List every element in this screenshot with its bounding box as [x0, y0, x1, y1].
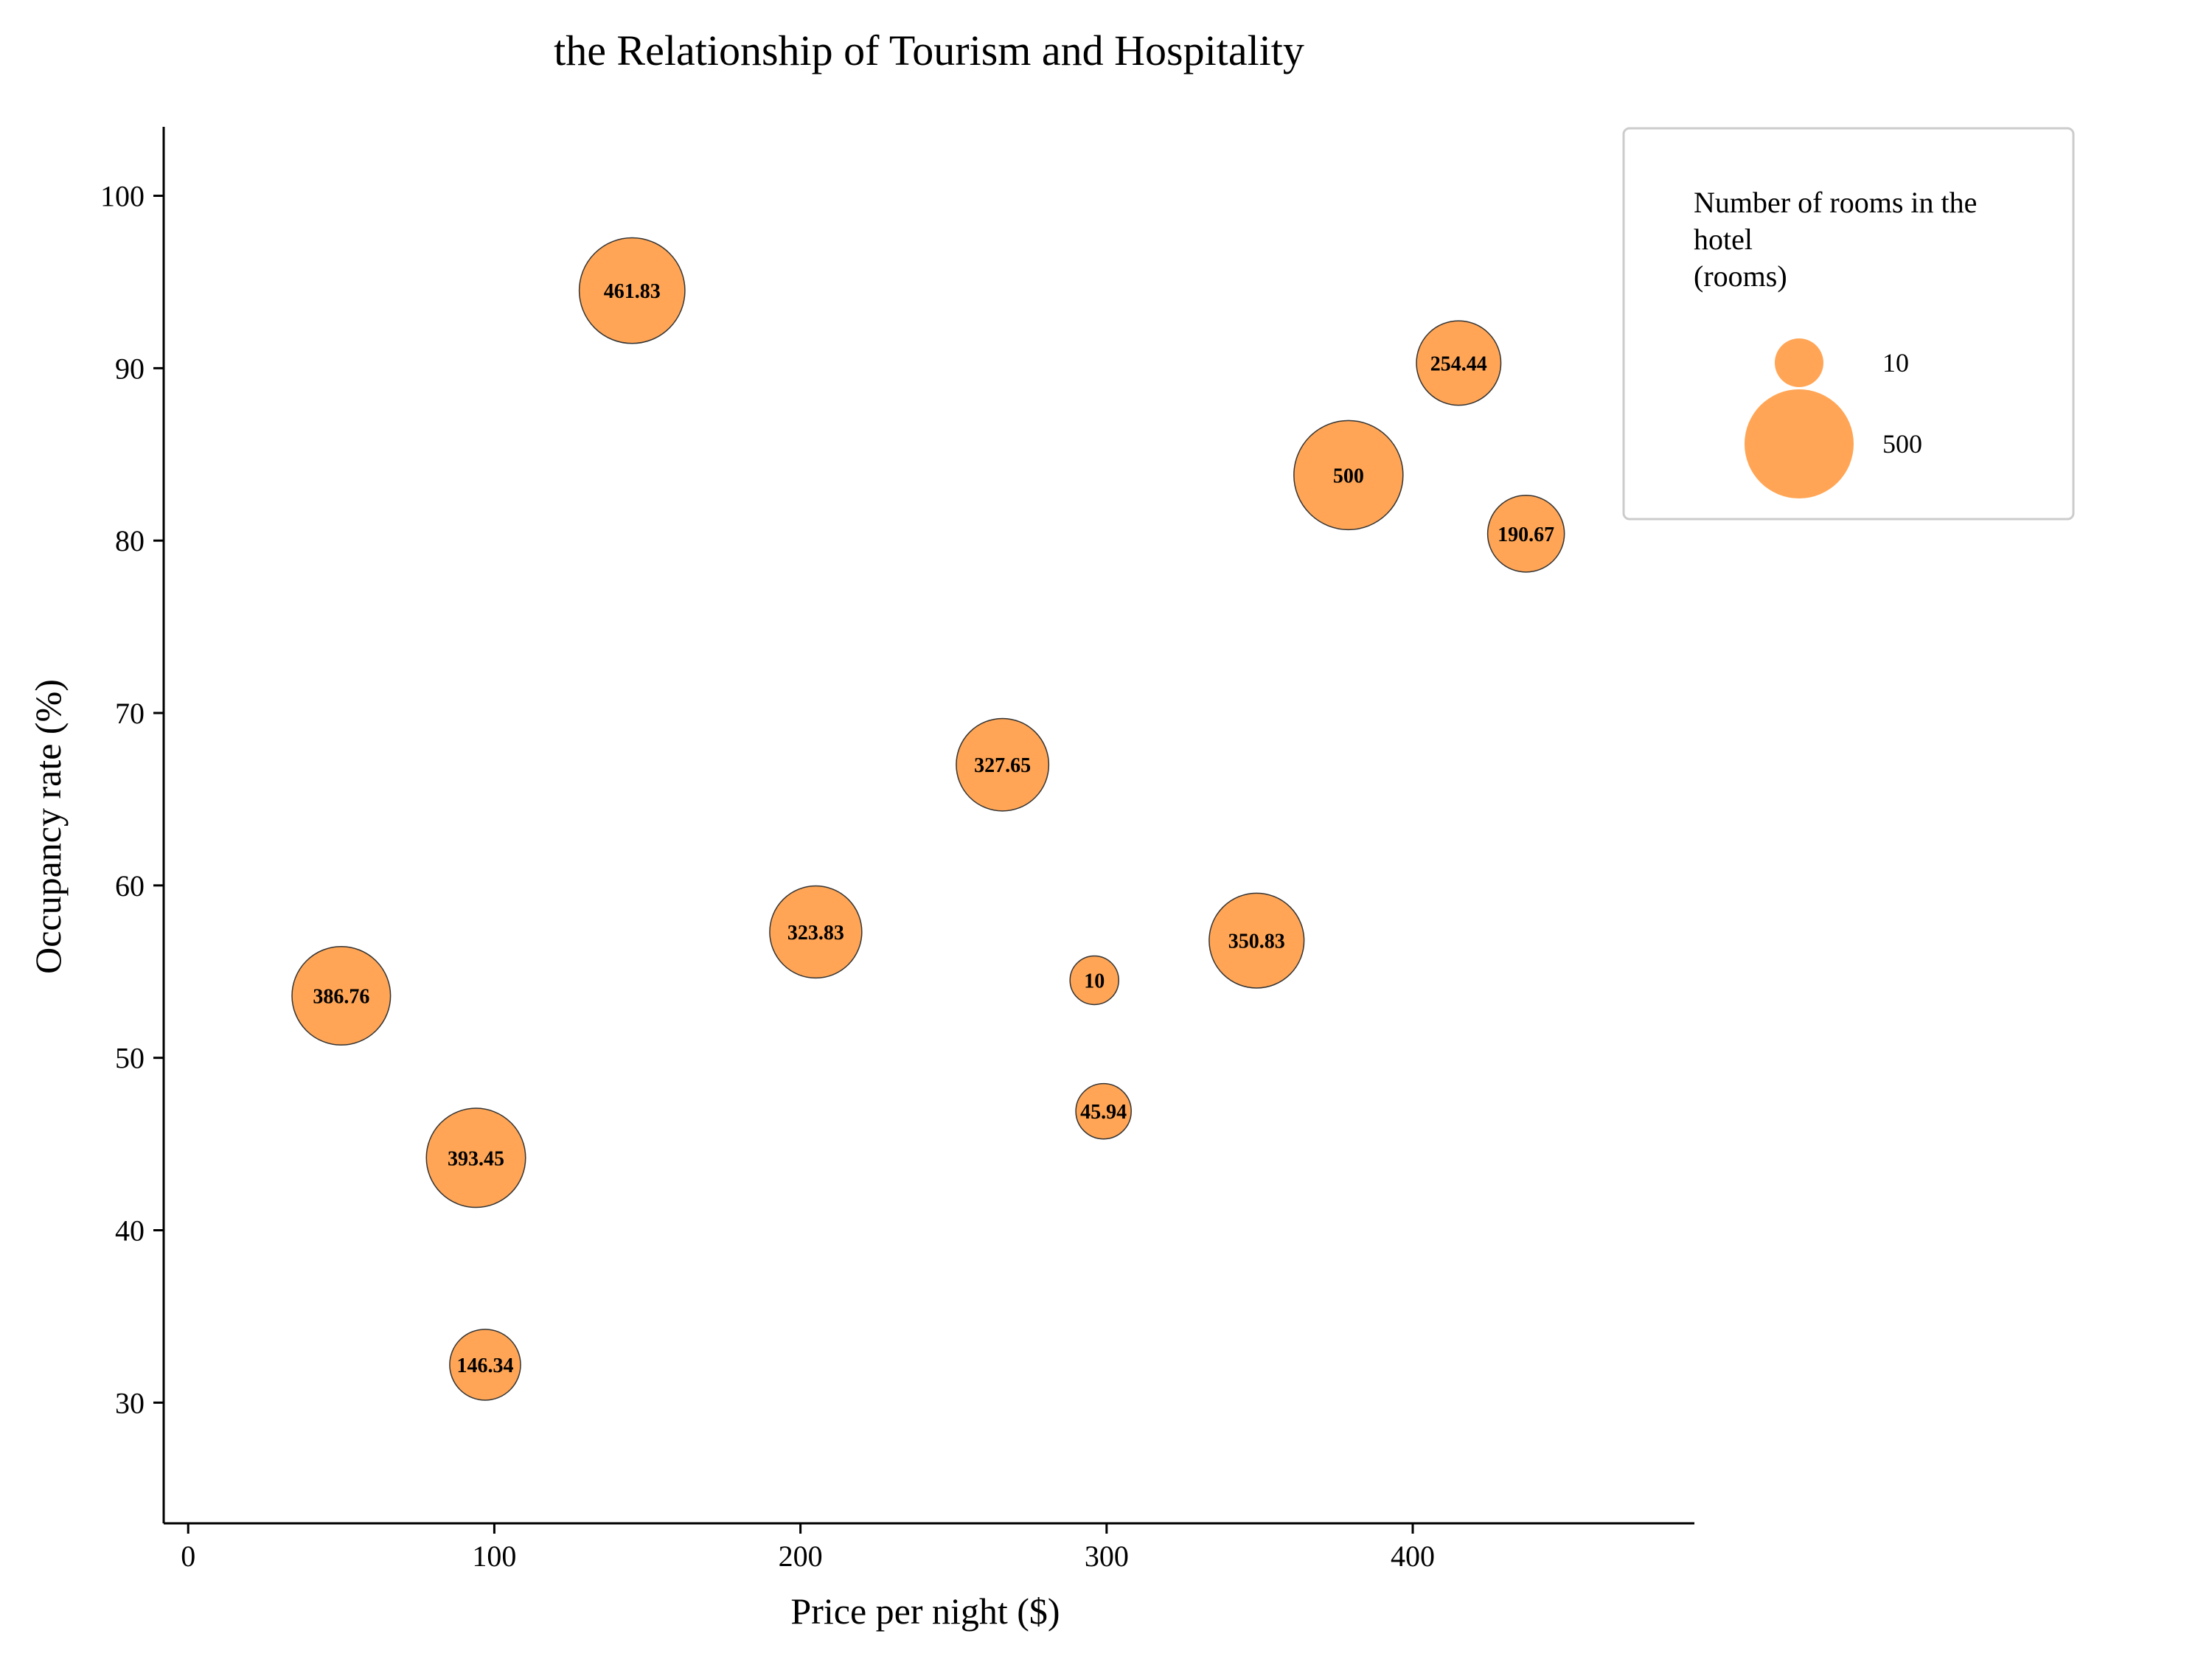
legend-title-line: Number of rooms in the — [1694, 186, 1977, 219]
bubble-point — [291, 945, 392, 1046]
bubble-value-label: 350.83 — [1228, 931, 1285, 953]
bubble-point — [1416, 320, 1502, 406]
bubble-point — [1208, 892, 1305, 989]
y-tick-label: 50 — [115, 1042, 145, 1075]
legend-title-line: (rooms) — [1694, 260, 1787, 293]
legend-entry-label: 500 — [1882, 429, 1922, 459]
bubble-labels-layer: 461.83 254.44 500 190.67 327.65 323.83 350.83 1… — [313, 280, 1554, 1377]
bubble-value-label: 10 — [1084, 970, 1105, 992]
bubble-value-label: 45.94 — [1080, 1101, 1127, 1124]
bubble-value-label: 500 — [1333, 465, 1364, 487]
chart-title: the Relationship of Tourism and Hospital… — [554, 27, 1304, 74]
bubble-value-label: 190.67 — [1498, 524, 1554, 546]
bubble-point — [769, 885, 863, 979]
legend: Number of rooms in the hotel (rooms) 10 500 — [1622, 127, 2075, 521]
x-axis-ticks: 0 100 200 300 400 — [181, 1523, 1435, 1573]
bubble-value-label: 393.45 — [448, 1147, 504, 1170]
x-tick-label: 300 — [1085, 1540, 1129, 1573]
bubble-value-label: 327.65 — [974, 754, 1031, 777]
legend-swatch — [1745, 389, 1854, 498]
x-tick-label: 200 — [779, 1540, 823, 1573]
x-tick-label: 100 — [472, 1540, 516, 1573]
legend-entries: 10 500 — [1745, 338, 1922, 498]
bubble-point — [578, 237, 686, 344]
bubble-point — [1075, 1082, 1132, 1140]
legend-frame — [1622, 127, 2075, 521]
bubble-point — [956, 717, 1050, 812]
plot-area: 461.83 254.44 500 190.67 327.65 323.83 350.83 1… — [291, 237, 1565, 1401]
y-tick-label: 40 — [115, 1214, 145, 1247]
bubble-point — [1486, 495, 1565, 573]
bubble-value-label: 146.34 — [456, 1354, 513, 1377]
y-tick-label: 70 — [115, 697, 145, 730]
y-tick-label: 100 — [100, 180, 145, 213]
bubble-value-label: 461.83 — [604, 280, 661, 303]
x-tick-label: 0 — [181, 1540, 195, 1573]
bubble-point — [1069, 955, 1119, 1006]
bubbles-layer — [291, 237, 1565, 1401]
y-tick-label: 30 — [115, 1386, 145, 1419]
legend-entry-label: 10 — [1882, 348, 1909, 378]
bubble-point — [1293, 420, 1404, 531]
bubble-point — [449, 1329, 521, 1401]
y-axis-ticks: 30 40 50 60 70 80 90 100 — [100, 180, 164, 1419]
x-axis-label: Price per night ($) — [790, 1590, 1060, 1632]
x-tick-label: 400 — [1391, 1540, 1435, 1573]
legend-swatch — [1775, 338, 1823, 387]
y-tick-label: 60 — [115, 869, 145, 902]
y-axis-label: Occupancy rate (%) — [27, 679, 69, 974]
bubble-value-label: 254.44 — [1430, 352, 1487, 375]
bubble-value-label: 386.76 — [313, 985, 369, 1008]
bubble-point — [425, 1107, 526, 1208]
y-tick-label: 80 — [115, 524, 145, 557]
legend-title-line: hotel — [1694, 223, 1753, 256]
y-tick-label: 90 — [115, 352, 145, 385]
bubble-value-label: 323.83 — [787, 922, 844, 945]
legend-title: Number of rooms in the hotel (rooms) — [1694, 186, 1977, 293]
